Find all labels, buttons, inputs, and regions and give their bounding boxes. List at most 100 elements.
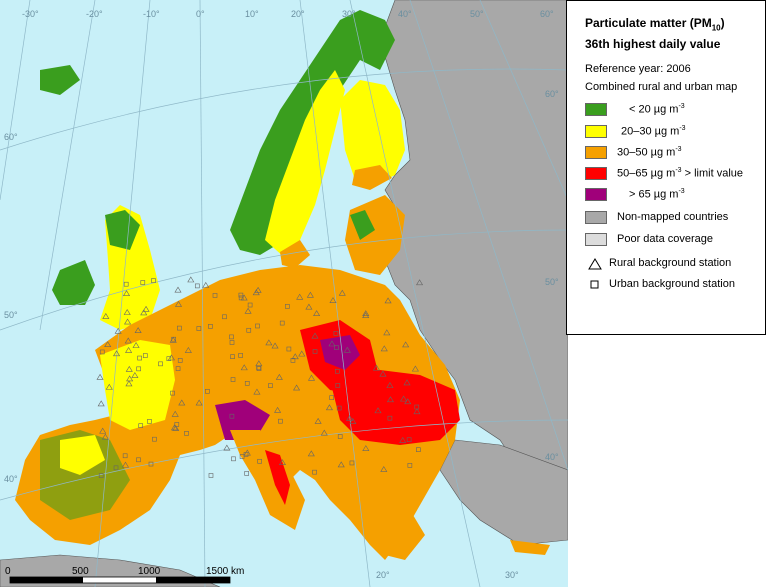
triangle-icon xyxy=(588,258,602,270)
urban-station-marker xyxy=(246,327,252,333)
rural-station-marker xyxy=(275,373,283,380)
swatch-non-mapped xyxy=(585,211,607,224)
unit-superscript: -3 xyxy=(679,125,686,132)
lon-label: 60° xyxy=(540,9,554,19)
urban-station-marker xyxy=(229,340,235,345)
urban-station-marker xyxy=(123,281,129,287)
unit-superscript: -3 xyxy=(678,103,685,110)
rural-station-marker xyxy=(142,305,150,312)
rural-station-marker xyxy=(255,360,263,367)
lon-label: -20° xyxy=(86,9,103,19)
rural-station-marker xyxy=(121,461,130,468)
lat-label: 50° xyxy=(545,277,559,287)
rural-station-marker xyxy=(346,415,354,421)
swatch-red xyxy=(585,167,607,180)
rural-station-marker xyxy=(140,309,148,316)
urban-station-marker xyxy=(158,361,163,367)
rural-station-marker xyxy=(338,289,346,296)
rural-station-marker xyxy=(362,445,370,451)
rural-station-marker xyxy=(386,382,394,388)
urban-station-marker xyxy=(290,358,296,363)
urban-station-marker xyxy=(222,314,227,320)
urban-station-marker xyxy=(148,461,154,467)
rural-station-marker xyxy=(274,406,282,413)
urban-station-marker xyxy=(230,354,235,359)
urban-station-label: Urban background station xyxy=(609,278,735,290)
lat-label: 40° xyxy=(545,452,559,462)
rural-station-marker xyxy=(184,346,192,353)
rural-station-marker xyxy=(132,342,140,348)
rural-station-marker xyxy=(298,350,306,357)
lat-label: 60° xyxy=(545,89,559,99)
urban-station-marker xyxy=(334,368,340,374)
rural-station-marker xyxy=(384,297,392,304)
urban-station-marker xyxy=(170,390,175,396)
urban-station-marker xyxy=(230,377,236,382)
rural-station-marker xyxy=(105,383,113,390)
title-text: Particulate matter (PM xyxy=(585,16,712,30)
grid-labels: -30° -20° -10° 0° 10° 20° 30° 40° 50° 60… xyxy=(4,9,559,580)
rural-station-marker xyxy=(126,375,134,382)
lon-label: 20° xyxy=(291,9,305,19)
urban-station-marker xyxy=(194,283,200,289)
rural-station-marker xyxy=(167,354,175,361)
urban-station-marker xyxy=(174,422,180,427)
rural-station-marker xyxy=(306,291,314,298)
unit-superscript: -3 xyxy=(678,188,685,195)
legend: Particulate matter (PM10) 36th highest d… xyxy=(566,0,766,335)
legend-title: Particulate matter (PM10) 36th highest d… xyxy=(585,15,725,53)
urban-station-marker xyxy=(329,395,334,400)
non-mapped-countries xyxy=(379,0,568,546)
rural-station-marker xyxy=(413,408,421,415)
urban-station-marker xyxy=(335,383,341,388)
rural-station-marker xyxy=(380,466,388,472)
rural-station-marker xyxy=(325,404,333,411)
rural-station-marker xyxy=(174,286,182,293)
square-icon xyxy=(590,280,599,289)
urban-station-marker xyxy=(229,413,235,419)
urban-station-marker xyxy=(122,453,128,459)
rural-station-marker xyxy=(337,461,345,468)
urban-station-marker xyxy=(238,295,244,301)
lat-label: 50° xyxy=(4,310,18,320)
rural-station-marker xyxy=(343,346,351,353)
rural-station-marker xyxy=(278,459,286,466)
urban-station-marker xyxy=(256,366,262,371)
pm10-map: -30° -20° -10° 0° 10° 20° 30° 40° 50° 60… xyxy=(0,0,568,587)
rural-station-marker xyxy=(240,294,248,301)
rural-station-marker xyxy=(314,417,322,424)
british-isles xyxy=(40,65,160,330)
rural-station-marker xyxy=(124,318,132,325)
rural-station-marker xyxy=(252,289,260,296)
lon-label: 40° xyxy=(398,9,412,19)
rural-station-marker xyxy=(195,399,203,406)
rural-station-marker xyxy=(400,395,408,402)
rural-station-marker xyxy=(174,300,183,307)
urban-station-marker xyxy=(177,358,183,363)
urban-station-marker xyxy=(285,304,290,309)
rural-station-marker xyxy=(99,427,107,434)
urban-station-marker xyxy=(387,415,393,421)
rural-station-marker xyxy=(253,388,261,395)
rural-station-marker xyxy=(125,365,133,372)
graticule xyxy=(0,0,568,587)
rural-station-marker xyxy=(187,276,195,283)
rural-station-marker xyxy=(362,312,370,318)
urban-station-marker xyxy=(255,323,260,329)
lon-label: 20° xyxy=(376,570,390,580)
rural-station-marker xyxy=(223,444,231,451)
urban-station-marker xyxy=(238,292,244,298)
urban-station-marker xyxy=(147,419,152,424)
urban-station-marker xyxy=(312,469,317,475)
urban-station-marker xyxy=(334,345,339,350)
title-line2: 36th highest daily value xyxy=(585,37,721,52)
map-type: Combined rural and urban map xyxy=(585,81,738,93)
rural-station-marker xyxy=(243,449,251,456)
rural-station-marker xyxy=(171,410,179,417)
unit-superscript: -3 xyxy=(675,167,682,174)
urban-station-marker xyxy=(268,383,273,388)
urban-station-marker xyxy=(406,437,412,443)
rural-station-marker xyxy=(328,340,336,347)
scale-label: 500 xyxy=(72,566,89,577)
scale-label: 1500 km xyxy=(206,566,244,577)
